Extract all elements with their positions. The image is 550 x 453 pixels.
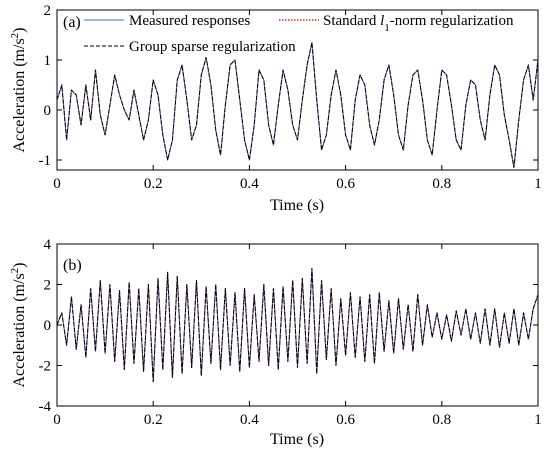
panel-b-xlabel: Time (s) bbox=[270, 431, 324, 448]
panel-b-ytick-label: 2 bbox=[44, 278, 52, 294]
panel-a-series bbox=[56, 41, 539, 169]
panel-b-ytick-label: 0 bbox=[44, 318, 52, 334]
legend: Measured responses Standard l1-norm regu… bbox=[84, 13, 514, 55]
panel-a-ylabel-sup: 2 bbox=[9, 33, 21, 39]
panel-b-label: (b) bbox=[63, 257, 82, 274]
panel-b-ytick-label: 4 bbox=[44, 237, 52, 253]
panel-a-xtick-label: 0.4 bbox=[240, 176, 259, 192]
panel-b-ytick-label: -4 bbox=[39, 399, 52, 415]
panel-a-ytick-label: 0 bbox=[44, 103, 52, 119]
panel-b-xtick-label: 1 bbox=[534, 412, 542, 428]
panel-a-ytick-label: 1 bbox=[44, 53, 52, 69]
panel-a-xtick-label: 1 bbox=[534, 176, 542, 192]
legend-l1-label-prefix: Standard bbox=[323, 13, 380, 29]
panel-a-series-l1-norm-line bbox=[56, 42, 539, 168]
legend-l1-label: Standard l1-norm regularization bbox=[323, 13, 514, 34]
panel-a-label: (a) bbox=[63, 14, 81, 31]
panel-b-ytick-label: -2 bbox=[39, 359, 52, 375]
panel-b-ylabel-close: ) bbox=[11, 263, 28, 268]
panel-b-xtick-label: 0 bbox=[53, 412, 61, 428]
panel-a-xtick-label: 0.2 bbox=[144, 176, 163, 192]
panel-b-ylabel-sup: 2 bbox=[9, 268, 21, 274]
panel-b-xtick-label: 0.6 bbox=[336, 412, 355, 428]
legend-l1-label-italic: l bbox=[380, 13, 384, 29]
panel-b-series-group-sparse-line bbox=[56, 267, 539, 383]
legend-l1-label-suffix: -norm regularization bbox=[390, 13, 514, 29]
panel-a-ytick-label: 2 bbox=[44, 3, 52, 19]
panel-b: 0 0.2 0.4 0.6 0.8 1 -4 -2 0 2 4 (b) Time (s) Acce… bbox=[9, 237, 542, 448]
panel-b-yticks: -4 -2 0 2 4 bbox=[39, 237, 538, 415]
legend-l1-label-sub: 1 bbox=[384, 22, 390, 34]
panel-a-ytick-label: -1 bbox=[39, 153, 52, 169]
panel-a-xtick-label: 0.6 bbox=[336, 176, 355, 192]
panel-a-xticks: 0 0.2 0.4 0.6 0.8 1 bbox=[53, 10, 542, 192]
panel-a-ylabel-close: ) bbox=[11, 28, 28, 33]
panel-a-xtick-label: 0 bbox=[53, 176, 61, 192]
legend-group-label: Group sparse regularization bbox=[129, 39, 296, 55]
panel-a-ylabel: Acceleration (m/s2) bbox=[9, 28, 28, 153]
panel-b-ylabel-text: Acceleration (m/s bbox=[11, 273, 28, 387]
panel-a-axes-box bbox=[56, 9, 539, 171]
panel-a-xlabel: Time (s) bbox=[270, 197, 324, 214]
legend-measured-label: Measured responses bbox=[129, 13, 250, 29]
panel-b-xtick-label: 0.2 bbox=[144, 412, 163, 428]
panel-b-xticks: 0 0.2 0.4 0.6 0.8 1 bbox=[53, 244, 542, 428]
panel-b-ylabel: Acceleration (m/s2) bbox=[9, 263, 28, 388]
panel-a-ylabel-text: Acceleration (m/s bbox=[11, 38, 28, 152]
panel-a-xtick-label: 0.8 bbox=[432, 176, 451, 192]
panel-b-series bbox=[56, 267, 539, 383]
panel-b-xtick-label: 0.8 bbox=[432, 412, 451, 428]
panel-a-yticks: -1 0 1 2 bbox=[39, 3, 538, 169]
panel-b-xtick-label: 0.4 bbox=[240, 412, 259, 428]
panel-a-series-group-sparse-line bbox=[56, 42, 539, 168]
